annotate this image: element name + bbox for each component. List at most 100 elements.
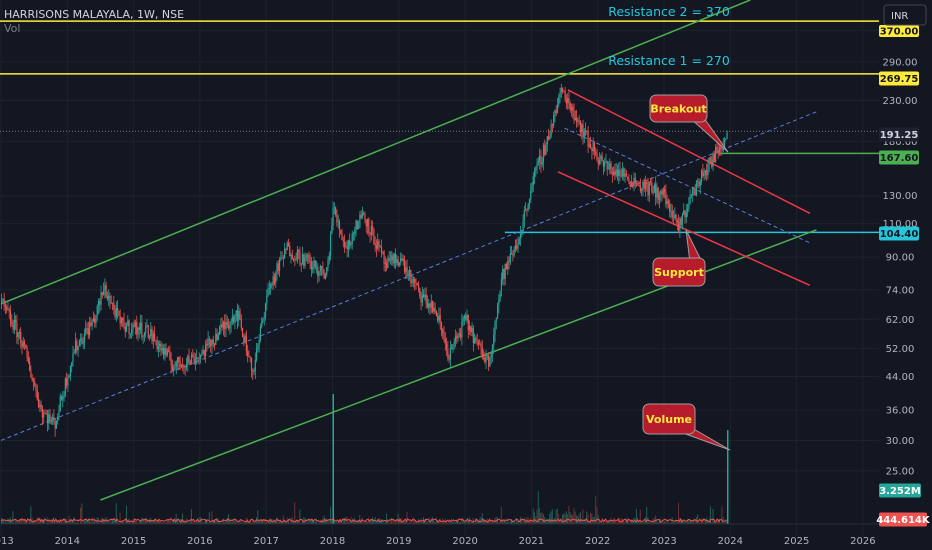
tag-last-high: 191.25: [879, 127, 919, 142]
candle-body: [685, 211, 687, 218]
volume-bar: [726, 520, 728, 524]
volume-bar: [32, 521, 34, 524]
candle-body: [660, 191, 662, 195]
volume-bar: [337, 520, 339, 524]
candle-body: [268, 287, 270, 289]
candle-body: [712, 153, 714, 167]
candle-body: [368, 218, 370, 233]
candle-body: [85, 328, 87, 334]
candle-body: [511, 253, 513, 255]
candle-body: [59, 396, 61, 412]
volume-bar: [604, 522, 606, 524]
candle-body: [319, 266, 321, 272]
volume-bar: [715, 521, 716, 524]
candle-body: [641, 188, 643, 192]
candle-body: [243, 336, 245, 343]
volume-bar: [99, 522, 101, 524]
volume-bar: [137, 522, 139, 524]
volume-bar: [498, 521, 500, 524]
candle-body: [547, 136, 550, 140]
volume-bar: [722, 517, 724, 524]
volume-bar: [454, 522, 456, 524]
candle-body: [430, 300, 432, 308]
candle-body: [564, 91, 566, 100]
volume-bar: [486, 518, 488, 524]
candle-body: [115, 308, 117, 317]
volume-bar: [384, 520, 386, 524]
candle-body: [725, 138, 727, 140]
volume-bar: [27, 522, 29, 524]
candle-body: [573, 111, 575, 120]
svg-text:191.25: 191.25: [880, 130, 919, 141]
candle-body: [219, 326, 221, 335]
volume-bar: [3, 519, 5, 524]
candle-body: [406, 267, 408, 276]
volume-bar: [22, 519, 24, 524]
candle-body: [587, 131, 589, 147]
candle-body: [457, 334, 459, 339]
volume-bar: [471, 521, 473, 524]
candle-body: [206, 343, 208, 346]
volume-bar: [365, 520, 367, 524]
candle-body: [211, 339, 213, 346]
volume-bar: [82, 520, 84, 524]
volume-bar: [284, 522, 286, 524]
volume-bar: [266, 519, 268, 524]
candle-body: [156, 340, 158, 350]
volume-bar: [6, 522, 8, 524]
candle-body: [527, 204, 529, 210]
volume-bar: [709, 506, 711, 524]
x-tick-label: 2025: [784, 536, 809, 547]
candle-body: [72, 353, 74, 363]
candle-body: [550, 124, 552, 137]
volume-bar: [410, 521, 412, 524]
candle-body: [686, 208, 689, 212]
candle-body: [69, 366, 72, 377]
currency-button[interactable]: INR: [883, 4, 927, 26]
candle-body: [173, 368, 175, 371]
candle-body: [588, 144, 590, 147]
volume-bar: [69, 518, 71, 524]
time-axis[interactable]: 2013 2014 2015 2016 2017 2018 2019 2020 2021 2022…: [0, 536, 876, 547]
candle-body: [157, 346, 160, 350]
volume-spike: [726, 430, 729, 524]
volume-bar: [314, 521, 316, 524]
candle-body: [453, 341, 455, 345]
volume-bar: [234, 519, 236, 524]
volume-bar: [285, 520, 287, 524]
volume-bar: [359, 514, 361, 524]
volume-bar: [657, 522, 659, 524]
volume-bar: [688, 519, 690, 524]
candle-body: [400, 258, 402, 263]
price-axis[interactable]: 350.00290.00230.00180.00130.00110.0090.0…: [883, 26, 918, 477]
volume-bar: [609, 520, 611, 524]
candle-body: [651, 182, 653, 193]
volume-bar: [358, 520, 359, 524]
tag-resistance-1: 269.75: [879, 71, 919, 86]
candle-body: [460, 333, 462, 338]
candle-body: [674, 214, 676, 218]
volume-bar: [156, 521, 158, 524]
volume-bar: [169, 519, 171, 524]
breakout-box: [649, 94, 708, 123]
candle-body: [489, 357, 491, 367]
candle-body: [216, 333, 218, 340]
volume-bar: [327, 518, 329, 524]
volume-bar: [231, 518, 233, 524]
candle-body: [53, 417, 55, 422]
candle-body: [215, 333, 217, 346]
candle-body: [466, 314, 468, 320]
volume-bar: [326, 518, 328, 524]
volume-bar: [277, 518, 279, 524]
candle-body: [22, 341, 24, 347]
candle-body: [3, 298, 5, 306]
candle-body: [525, 209, 527, 211]
candle-body: [556, 104, 559, 113]
candle-body: [159, 343, 161, 347]
candle-body: [202, 349, 204, 355]
candle-body: [379, 245, 381, 248]
candle-body: [194, 358, 196, 364]
volume-bar: [164, 522, 166, 524]
